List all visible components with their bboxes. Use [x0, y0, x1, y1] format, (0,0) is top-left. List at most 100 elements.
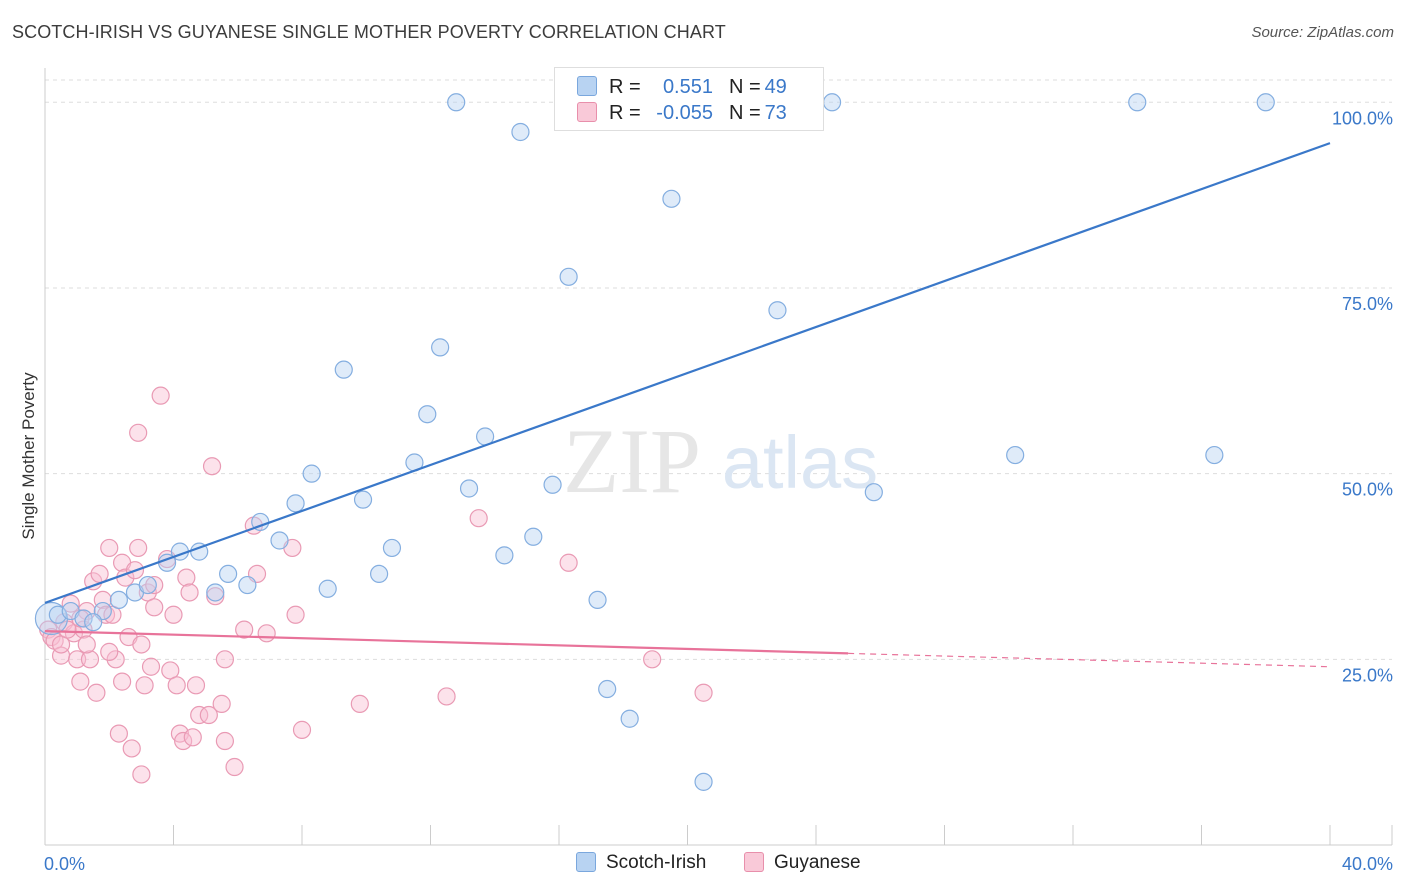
- series-swatch-guyanese: [744, 852, 764, 872]
- scotch-irish-point: [598, 679, 617, 699]
- guyanese-point: [235, 620, 254, 639]
- y-tick-label: 50.0%: [1342, 480, 1393, 500]
- series-legend: Scotch-Irish Guyanese: [0, 852, 1406, 876]
- axes: [44, 68, 1393, 846]
- guyanese-point: [190, 705, 209, 725]
- guyanese-point: [141, 657, 161, 676]
- guyanese-point: [106, 650, 125, 669]
- axis-labels: 25.0% 50.0% 75.0% 100.0% 0.0% 40.0% Single Mot…: [19, 108, 1393, 874]
- scotch-irish-trend-line: [44, 142, 1331, 604]
- scotch-irish-point: [270, 531, 289, 550]
- gridlines: [45, 79, 1392, 660]
- legend-r-label: R =: [609, 102, 641, 124]
- scotch-irish-point: [588, 590, 607, 610]
- scotch-irish-point: [431, 338, 450, 357]
- guyanese-point: [174, 731, 193, 751]
- guyanese-point: [90, 564, 109, 584]
- legend-r-value: 0.551: [662, 76, 713, 98]
- scotch-irish-point: [418, 405, 437, 424]
- scotch-irish-point: [1205, 445, 1224, 465]
- guyanese-point: [257, 624, 276, 643]
- scotch-irish-point: [768, 301, 787, 320]
- scotch-irish-point: [1128, 93, 1147, 112]
- legend-n-label: N =: [729, 102, 761, 124]
- scotch-irish-point: [334, 360, 353, 379]
- guyanese-point: [71, 672, 90, 691]
- legend-n-label: N =: [729, 76, 761, 98]
- series-swatch-scotch-irish: [576, 852, 596, 872]
- guyanese-point: [68, 650, 87, 669]
- guyanese-point: [80, 650, 100, 669]
- guyanese-point: [129, 538, 148, 558]
- guyanese-point: [180, 583, 199, 602]
- legend-n-value: 49: [764, 76, 787, 98]
- scotch-irish-point: [822, 93, 842, 112]
- guyanese-point: [183, 728, 202, 747]
- scotch-irish-point: [138, 575, 157, 595]
- scotch-irish-point: [238, 575, 257, 595]
- legend-r-value: -0.055: [656, 102, 713, 124]
- chart-title: SCOTCH-IRISH VS GUYANESE SINGLE MOTHER P…: [12, 22, 726, 42]
- x-tick-label: 40.0%: [1342, 854, 1393, 874]
- guyanese-point: [643, 650, 662, 669]
- scotch-irish-point: [524, 527, 543, 546]
- scotch-irish-point: [84, 613, 103, 632]
- series-legend-guyanese: Guyanese: [744, 852, 861, 874]
- scotch-irish-point: [543, 475, 562, 494]
- scotch-irish-point: [370, 564, 389, 584]
- guyanese-point: [112, 672, 132, 691]
- series-label-scotch-irish: Scotch-Irish: [606, 852, 707, 873]
- guyanese-point: [109, 724, 128, 743]
- guyanese-point: [437, 687, 456, 706]
- scotch-irish-point: [495, 546, 514, 565]
- series-label-guyanese: Guyanese: [774, 852, 861, 873]
- series-legend-scotch-irish: Scotch-Irish: [576, 852, 706, 874]
- guyanese-point: [694, 683, 713, 702]
- y-tick-label: 75.0%: [1342, 294, 1393, 314]
- source-credit: Source: ZipAtlas.com: [1251, 24, 1394, 41]
- guyanese-point: [202, 457, 222, 476]
- guyanese-point: [135, 676, 154, 695]
- legend-swatch-guyanese: [577, 102, 597, 122]
- guyanese-point: [350, 694, 369, 713]
- guyanese-point: [177, 568, 196, 587]
- guyanese-point: [292, 720, 312, 739]
- scotch-irish-point: [206, 583, 225, 602]
- scotch-irish-point: [1006, 445, 1025, 465]
- scotch-irish-point: [353, 490, 373, 509]
- guyanese-point: [212, 694, 231, 713]
- legend-r-label: R =: [609, 76, 641, 98]
- guyanese-point: [84, 572, 103, 591]
- guyanese-point: [186, 676, 206, 695]
- scotch-irish-point: [318, 579, 337, 598]
- guyanese-point: [100, 642, 119, 661]
- legend-swatch-scotch-irish: [577, 76, 597, 96]
- guyanese-point: [164, 605, 183, 624]
- guyanese-point: [100, 538, 119, 558]
- watermark-atlas: atlas: [722, 421, 878, 504]
- guyanese-point: [151, 386, 170, 405]
- guyanese-point: [215, 650, 234, 669]
- guyanese-point: [122, 739, 141, 758]
- correlation-legend: R = 0.551 N = 49 R = -0.055 N = 73: [554, 67, 824, 131]
- guyanese-point: [559, 553, 578, 572]
- scotch-irish-point: [864, 483, 883, 502]
- guyanese-point: [199, 705, 218, 725]
- scotch-irish-point: [559, 267, 578, 286]
- scotch-irish-point: [74, 609, 93, 628]
- watermark-zip: ZIP: [563, 410, 701, 512]
- guyanese-point: [145, 575, 164, 595]
- scotch-irish-point: [620, 709, 639, 728]
- scotch-irish-point: [694, 772, 713, 791]
- guyanese-point: [132, 635, 151, 654]
- legend-row-scotch-irish: R = 0.551 N = 49: [577, 76, 787, 102]
- scotch-irish-point: [511, 122, 530, 142]
- y-tick-label: 100.0%: [1332, 108, 1393, 128]
- scotch-irish-point: [219, 564, 238, 584]
- guyanese-point: [286, 605, 305, 624]
- scotch-irish-point: [109, 590, 128, 610]
- trend-lines: [44, 142, 1331, 668]
- guyanese-trend-extension: [848, 652, 1331, 668]
- y-axis-title: Single Mother Poverty: [19, 372, 38, 540]
